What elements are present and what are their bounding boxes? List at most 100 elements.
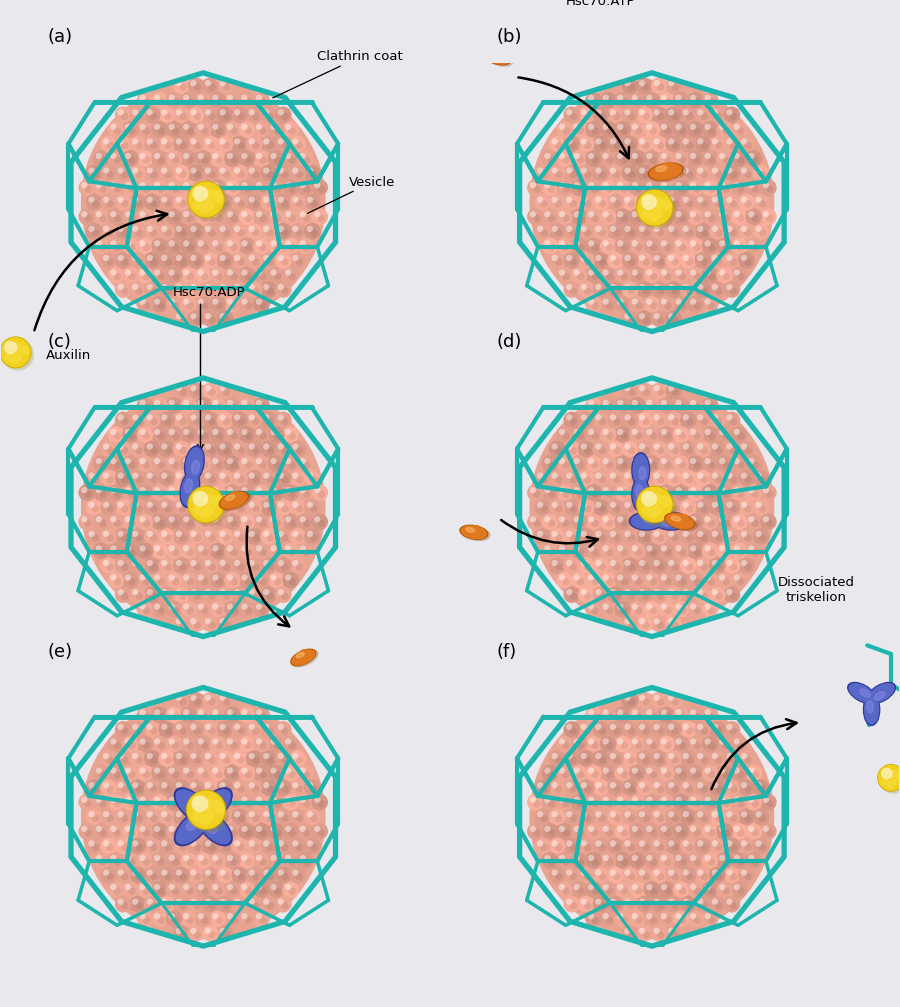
Circle shape: [266, 418, 274, 425]
Circle shape: [300, 182, 306, 188]
Circle shape: [147, 869, 153, 876]
Circle shape: [246, 281, 263, 298]
Circle shape: [627, 142, 635, 149]
Circle shape: [708, 770, 716, 778]
Circle shape: [625, 782, 631, 788]
Circle shape: [675, 241, 681, 247]
Circle shape: [130, 867, 146, 883]
Circle shape: [173, 838, 190, 854]
Circle shape: [559, 487, 565, 493]
Circle shape: [723, 742, 730, 749]
Circle shape: [556, 208, 572, 226]
Circle shape: [121, 447, 129, 454]
Circle shape: [217, 107, 233, 123]
Circle shape: [165, 418, 172, 425]
Circle shape: [140, 458, 146, 464]
Circle shape: [651, 615, 668, 632]
Circle shape: [738, 136, 755, 152]
Circle shape: [635, 185, 643, 193]
Circle shape: [180, 736, 197, 752]
Circle shape: [657, 200, 664, 207]
Circle shape: [737, 461, 744, 469]
Circle shape: [650, 742, 657, 749]
Circle shape: [224, 794, 240, 811]
Circle shape: [187, 310, 204, 327]
Circle shape: [297, 179, 313, 196]
Circle shape: [88, 840, 94, 847]
Circle shape: [573, 429, 580, 435]
Circle shape: [527, 208, 544, 226]
Circle shape: [602, 400, 609, 406]
Circle shape: [627, 621, 635, 629]
Circle shape: [542, 208, 558, 226]
Circle shape: [270, 487, 276, 493]
Circle shape: [578, 281, 595, 298]
Circle shape: [278, 501, 284, 508]
Circle shape: [220, 313, 226, 319]
Circle shape: [130, 252, 146, 269]
Circle shape: [650, 549, 657, 556]
Circle shape: [268, 823, 284, 840]
Circle shape: [716, 171, 723, 178]
Circle shape: [285, 124, 292, 130]
Circle shape: [187, 721, 204, 738]
Circle shape: [632, 211, 638, 218]
Circle shape: [752, 156, 759, 164]
Circle shape: [140, 603, 146, 610]
Circle shape: [695, 586, 711, 603]
Circle shape: [227, 884, 233, 890]
Circle shape: [212, 709, 219, 716]
Circle shape: [165, 785, 172, 793]
Circle shape: [556, 823, 572, 840]
Circle shape: [741, 255, 747, 261]
Circle shape: [549, 223, 565, 240]
Ellipse shape: [863, 694, 879, 725]
Circle shape: [268, 484, 284, 501]
Circle shape: [620, 490, 628, 497]
Circle shape: [690, 487, 697, 493]
Circle shape: [716, 736, 733, 752]
Circle shape: [151, 572, 168, 588]
Circle shape: [208, 621, 216, 629]
Circle shape: [700, 592, 708, 600]
Circle shape: [130, 498, 146, 516]
Circle shape: [194, 287, 202, 295]
Circle shape: [592, 165, 609, 181]
Circle shape: [627, 931, 635, 939]
Circle shape: [719, 574, 725, 581]
Circle shape: [661, 269, 667, 276]
Circle shape: [186, 549, 194, 556]
Circle shape: [165, 476, 172, 483]
Circle shape: [227, 913, 233, 919]
Circle shape: [690, 400, 697, 406]
Circle shape: [580, 226, 587, 232]
Circle shape: [693, 461, 701, 469]
Circle shape: [562, 273, 570, 280]
Circle shape: [724, 557, 741, 574]
Circle shape: [220, 618, 226, 624]
Circle shape: [686, 258, 694, 266]
Circle shape: [173, 136, 190, 152]
Circle shape: [140, 767, 146, 773]
Circle shape: [224, 92, 240, 109]
Circle shape: [730, 756, 737, 763]
Circle shape: [268, 852, 284, 869]
Circle shape: [151, 208, 168, 226]
Circle shape: [661, 400, 667, 406]
Circle shape: [103, 560, 109, 566]
Circle shape: [270, 884, 276, 890]
Circle shape: [135, 902, 143, 909]
Circle shape: [106, 563, 113, 571]
Circle shape: [719, 517, 725, 523]
Circle shape: [748, 153, 754, 159]
Circle shape: [205, 167, 212, 174]
Circle shape: [248, 753, 255, 759]
Circle shape: [230, 770, 238, 778]
Circle shape: [668, 782, 674, 788]
Circle shape: [241, 298, 248, 305]
Circle shape: [570, 142, 577, 149]
Circle shape: [658, 397, 675, 414]
Circle shape: [690, 269, 697, 276]
Circle shape: [168, 241, 175, 247]
Circle shape: [632, 545, 638, 552]
